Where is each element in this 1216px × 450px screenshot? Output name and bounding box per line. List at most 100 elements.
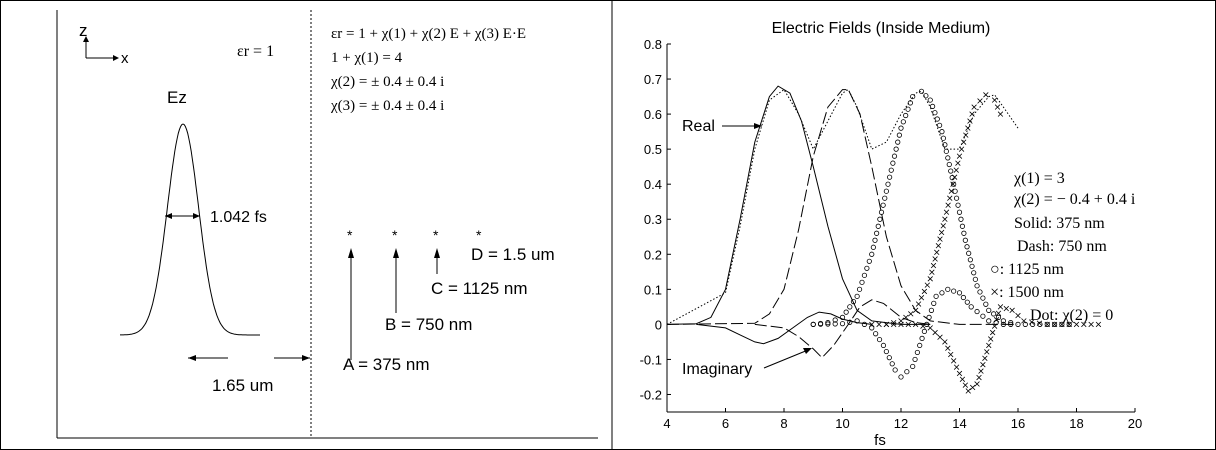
series-point <box>856 286 863 292</box>
detector-d-mark: * <box>476 227 482 243</box>
series-point <box>978 368 984 374</box>
series-point <box>866 258 872 264</box>
series-imaginary-750-nm <box>754 299 931 359</box>
y-tick-label: 0.8 <box>644 37 662 52</box>
series-point <box>939 290 945 296</box>
series-point <box>896 132 902 138</box>
series-point <box>1059 321 1065 328</box>
chart-series <box>666 85 1102 394</box>
y-tick-label: 0 <box>655 317 662 332</box>
series-point <box>929 103 936 109</box>
series-point <box>932 329 938 336</box>
series-point <box>898 374 904 380</box>
pulse-label: Ez <box>167 88 187 107</box>
detector-b-label: B = 750 nm <box>385 315 472 334</box>
series-point <box>1044 321 1050 328</box>
series-point <box>921 288 928 295</box>
series-point <box>869 251 875 257</box>
detector-b: * B = 750 nm <box>385 227 472 334</box>
detector-b-mark: * <box>392 227 398 243</box>
series-point <box>904 369 910 375</box>
series-point <box>960 294 967 301</box>
series-point <box>945 155 951 161</box>
series-point <box>993 317 1000 323</box>
series-point <box>933 293 939 299</box>
series-point <box>927 276 933 282</box>
series-point <box>873 331 879 337</box>
series-point <box>872 237 878 243</box>
series-point <box>962 237 968 243</box>
series-point <box>930 262 937 269</box>
series-point <box>942 216 948 222</box>
y-tick-label: -0.1 <box>640 352 662 367</box>
x-axis-label: fs <box>874 432 886 449</box>
series-point <box>1015 312 1021 319</box>
series-point <box>943 209 950 215</box>
series-point <box>937 334 943 340</box>
y-tick-label: 0.7 <box>644 72 662 87</box>
series-point <box>955 202 961 208</box>
series-point <box>947 195 953 201</box>
series-point <box>886 355 892 361</box>
coordinate-axes-icon <box>83 36 119 61</box>
series-point <box>1044 321 1050 327</box>
series-point <box>1015 321 1021 327</box>
series-imaginary-1500-nm <box>869 304 1102 394</box>
series-point <box>997 111 1004 117</box>
equation-line-3: χ(2) = ± 0.4 ± 0.4 i <box>330 74 444 90</box>
series-point <box>928 307 935 313</box>
series-point <box>1008 321 1014 327</box>
series-point <box>1036 320 1043 326</box>
series-point <box>882 195 888 201</box>
series-point <box>1066 321 1072 327</box>
series-point <box>891 321 897 328</box>
series-point <box>877 216 883 222</box>
y-tick-label: -0.2 <box>640 387 662 402</box>
detector-c-mark: * <box>433 227 439 243</box>
detector-a-mark: * <box>347 227 353 243</box>
series-point <box>965 388 971 394</box>
x-tick-label: 10 <box>835 416 849 431</box>
equation-line-4: χ(3) = ± 0.4 ± 0.4 i <box>330 98 444 114</box>
series-point <box>940 223 946 229</box>
series-point <box>883 348 889 355</box>
series-point <box>918 88 925 94</box>
series-imaginary-1125-nm <box>810 286 1072 380</box>
series-o-1125-nm <box>810 88 1014 327</box>
series-point <box>854 293 860 299</box>
series-point <box>951 174 958 180</box>
legend-solid: Solid: 375 nm <box>1014 215 1105 232</box>
series-point <box>878 209 885 215</box>
series-point <box>969 384 976 391</box>
series-point <box>908 311 914 317</box>
series-point <box>945 202 951 208</box>
series-point <box>967 118 973 124</box>
series-point <box>943 148 949 154</box>
series-point <box>971 104 977 110</box>
series-point <box>950 181 956 187</box>
series-point <box>1021 318 1027 324</box>
series-point <box>976 374 982 381</box>
series-point <box>1009 307 1015 314</box>
series-point <box>927 97 933 103</box>
series-point <box>905 321 911 328</box>
series-point <box>983 301 989 307</box>
series-point <box>885 181 891 187</box>
series-point <box>956 370 963 377</box>
x-tick-label: 14 <box>952 416 966 431</box>
permittivity-label: εr = 1 <box>237 43 274 60</box>
series-point <box>989 329 996 336</box>
series-point <box>1059 321 1065 327</box>
equation-line-1: εr = 1 + χ(1) + χ(2) E + χ(3) E·E <box>331 26 526 42</box>
legend-dot: Dot: χ(2) = 0 <box>1030 307 1113 324</box>
series-point <box>932 256 938 262</box>
series-point <box>964 244 970 250</box>
series-point <box>974 381 980 387</box>
detector-a: * A = 375 nm <box>343 227 429 374</box>
series-point <box>924 282 931 288</box>
series-point <box>942 142 948 148</box>
series-point <box>962 382 969 388</box>
series-point <box>977 289 983 295</box>
series-point <box>880 342 887 349</box>
x-tick-label: 6 <box>722 416 729 431</box>
